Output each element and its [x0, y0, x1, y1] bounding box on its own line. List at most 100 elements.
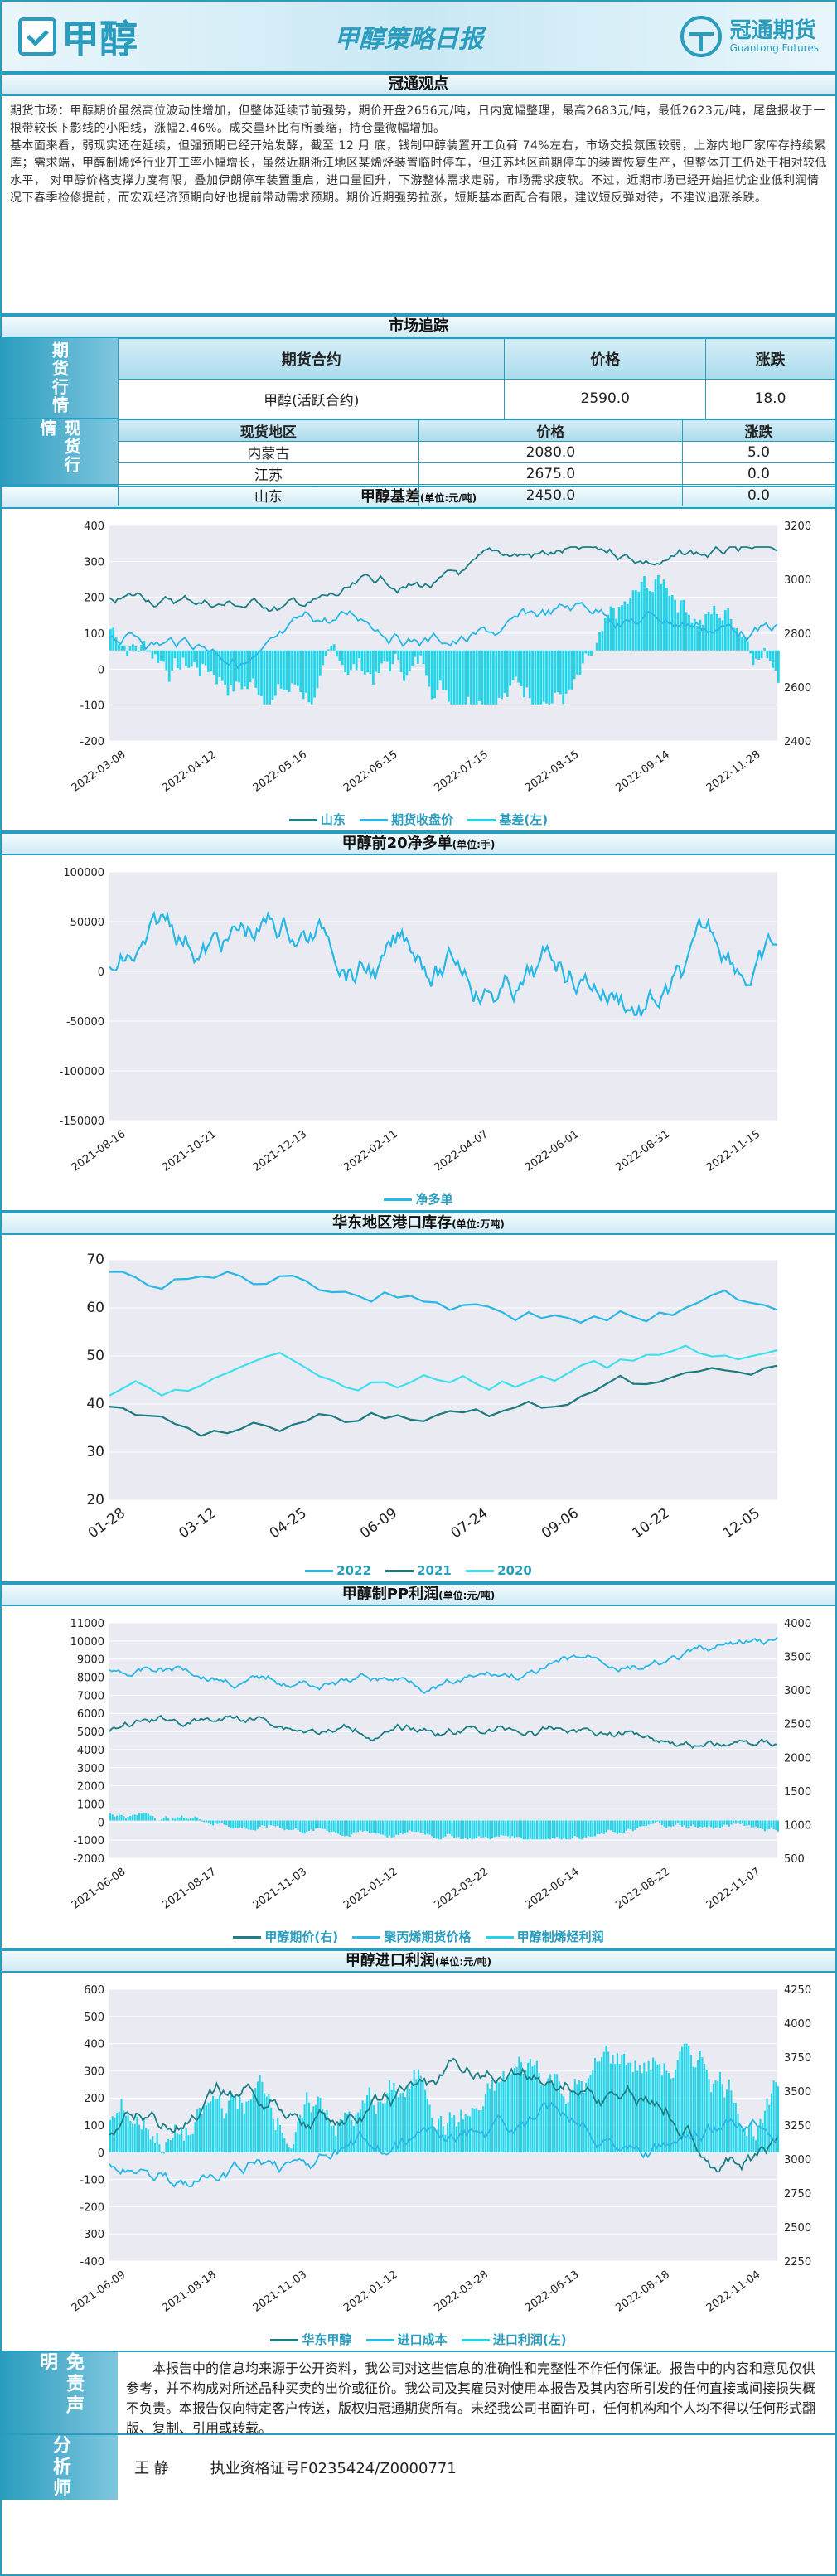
bar-mark — [481, 650, 484, 705]
bar-mark — [109, 1813, 112, 1821]
x-tick-label: 2021-12-13 — [251, 1128, 310, 1174]
bar-mark — [294, 2132, 297, 2152]
bar-mark — [127, 1817, 129, 1821]
x-tick-label: 07-24 — [448, 1505, 491, 1542]
bar-mark — [145, 650, 148, 652]
y2-tick-label: 4250 — [784, 1984, 811, 1997]
bar-mark — [704, 614, 708, 651]
x-tick-label: 2022-09-14 — [613, 748, 672, 795]
x-tick-label: 2022-01-12 — [341, 2269, 400, 2315]
bar-mark — [232, 2096, 235, 2152]
bar-mark — [710, 1820, 713, 1828]
series-line — [109, 2057, 778, 2173]
bar-mark — [683, 2043, 685, 2152]
bar-mark — [605, 1820, 607, 1833]
bar-mark — [402, 1820, 404, 1835]
bar-mark — [317, 1820, 319, 1828]
bar-mark — [554, 2074, 556, 2152]
bar-mark — [299, 650, 302, 693]
bar-mark — [460, 1820, 462, 1839]
bar-mark — [460, 2109, 462, 2152]
bar-mark — [630, 2062, 632, 2152]
bar-mark — [436, 650, 439, 690]
bar-mark — [676, 612, 680, 651]
bar-mark — [296, 650, 299, 686]
bar-mark — [721, 620, 724, 651]
bar-mark — [257, 650, 260, 695]
bar-mark — [590, 650, 593, 656]
pp-chart: 11000 10000 9000 8000 7000 6000 5000 4000 3000 20… — [2, 1606, 835, 1949]
bar-mark — [766, 650, 769, 659]
bar-mark — [326, 1820, 328, 1832]
bar-mark — [772, 2080, 775, 2152]
bar-mark — [592, 2069, 594, 2152]
bar-mark — [558, 1820, 560, 1839]
bar-mark — [136, 2116, 138, 2152]
series-line — [109, 602, 778, 670]
bar-mark — [556, 650, 559, 693]
bar-mark — [377, 1820, 380, 1834]
bar-mark — [768, 2104, 771, 2152]
bar-mark — [498, 2082, 501, 2152]
bar-mark — [120, 1814, 123, 1821]
bar-mark — [708, 1820, 710, 1826]
bar-mark — [363, 650, 366, 675]
bar-mark — [506, 2077, 509, 2152]
bar-mark — [140, 2129, 143, 2152]
bar-mark — [254, 650, 258, 688]
bar-mark — [203, 1820, 206, 1823]
bar-mark — [274, 2130, 277, 2152]
bar-mark — [424, 2089, 427, 2152]
legend-label: 聚丙烯期货价格 — [384, 1930, 472, 1944]
x-tick-label: 2021-10-21 — [160, 1128, 219, 1174]
bar-mark — [598, 1820, 601, 1834]
bar-mark — [587, 1820, 589, 1837]
bar-mark — [734, 1820, 737, 1824]
y-tick-label: 4000 — [77, 1745, 104, 1757]
y2-tick-label: 1000 — [784, 1819, 811, 1832]
bar-mark — [174, 1818, 177, 1821]
bar-mark — [147, 1813, 149, 1821]
bar-mark — [701, 1820, 704, 1828]
bar-mark — [447, 2122, 449, 2152]
bar-mark — [560, 2094, 563, 2152]
bar-mark — [564, 650, 568, 694]
bar-mark — [348, 2111, 351, 2152]
x-tick-label: 2022-11-07 — [704, 1866, 763, 1912]
bar-mark — [355, 2114, 357, 2152]
bar-mark — [737, 2113, 739, 2152]
legend-item: 2022 — [305, 1563, 371, 1578]
bar-mark — [306, 2092, 308, 2152]
bar-mark — [605, 2045, 607, 2152]
bar-mark — [723, 1820, 726, 1825]
bar-mark — [335, 2136, 337, 2152]
bar-mark — [587, 650, 590, 656]
bar-mark — [672, 1820, 675, 1827]
bar-mark — [196, 650, 199, 668]
bar-mark — [478, 650, 481, 701]
bar-mark — [567, 2102, 569, 2152]
chart-title: 甲醇进口利润 — [345, 1952, 435, 1969]
bar-mark — [359, 1820, 361, 1831]
bar-mark — [542, 2085, 545, 2152]
bar-mark — [656, 574, 660, 651]
bar-mark — [650, 1820, 652, 1824]
bar-mark — [114, 1816, 116, 1821]
y-tick-label: 200 — [84, 2093, 104, 2105]
bar-mark — [416, 650, 419, 664]
bar-mark — [278, 1820, 281, 1828]
y-tick-label: 300 — [84, 2065, 104, 2078]
bar-mark — [207, 1820, 210, 1823]
bar-mark — [404, 2097, 406, 2152]
bar-mark — [124, 2115, 127, 2152]
bar-mark — [685, 1820, 688, 1828]
bar-mark — [408, 650, 411, 671]
bar-mark — [729, 618, 733, 651]
bar-mark — [256, 1820, 259, 1829]
bar-mark — [616, 2053, 618, 2152]
bar-mark — [710, 2092, 713, 2152]
bar-mark — [364, 1820, 366, 1832]
bar-mark — [733, 627, 735, 651]
bar-mark — [759, 1820, 762, 1828]
